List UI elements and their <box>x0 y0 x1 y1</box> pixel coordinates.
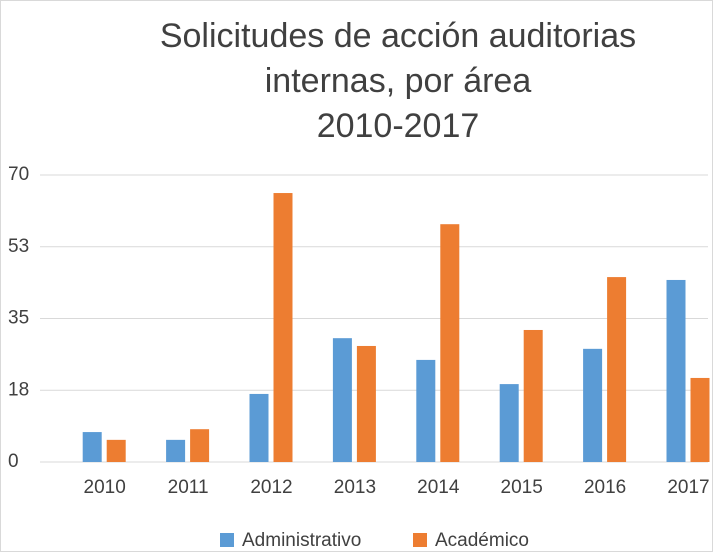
bar <box>82 432 102 462</box>
chart-title: 2010-2017 <box>317 107 480 145</box>
x-tick-label: 2017 <box>667 477 709 498</box>
x-tick-label: 2014 <box>417 477 460 498</box>
bar <box>190 429 210 462</box>
legend-label: Académico <box>435 530 529 551</box>
chart-title: Solicitudes de acción auditorias <box>160 17 636 55</box>
bar <box>607 277 627 462</box>
y-tick-label: 0 <box>8 451 19 472</box>
y-tick-label: 35 <box>8 308 29 329</box>
chart-title: internas, por área <box>265 62 532 100</box>
x-tick-label: 2011 <box>168 477 209 498</box>
y-tick-label: 70 <box>8 164 29 185</box>
y-tick-label: 53 <box>8 236 29 257</box>
bar <box>249 393 269 462</box>
x-tick-label: 2012 <box>250 477 292 498</box>
legend-swatch <box>220 533 234 547</box>
x-tick-label: 2010 <box>84 477 126 498</box>
legend-label: Administrativo <box>242 530 361 551</box>
bar <box>416 359 436 462</box>
x-tick-label: 2016 <box>584 477 626 498</box>
bar <box>440 224 460 462</box>
bar <box>666 279 686 462</box>
y-tick-label: 18 <box>8 379 29 400</box>
bar <box>166 439 186 462</box>
bar <box>106 439 126 462</box>
bar <box>356 345 376 462</box>
legend-swatch <box>413 533 427 547</box>
bar <box>690 377 710 462</box>
bar <box>583 348 603 462</box>
bar <box>273 193 293 463</box>
x-tick-label: 2015 <box>501 477 543 498</box>
x-tick-label: 2013 <box>334 477 376 498</box>
bar <box>523 329 543 462</box>
bar <box>332 338 352 462</box>
bar <box>499 384 519 462</box>
